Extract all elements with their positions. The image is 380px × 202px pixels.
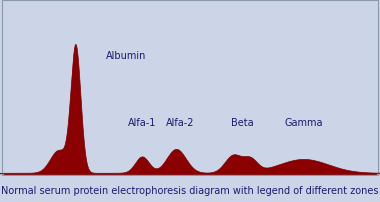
Text: Gamma: Gamma (285, 117, 323, 127)
Text: Normal serum protein electrophoresis diagram with legend of different zones: Normal serum protein electrophoresis dia… (1, 185, 379, 195)
Bar (2, 1, 378, 175)
Text: Alfa-2: Alfa-2 (166, 117, 195, 127)
Text: Beta: Beta (231, 117, 253, 127)
Text: Albumin: Albumin (106, 50, 147, 60)
Text: Alfa-1: Alfa-1 (128, 117, 157, 127)
